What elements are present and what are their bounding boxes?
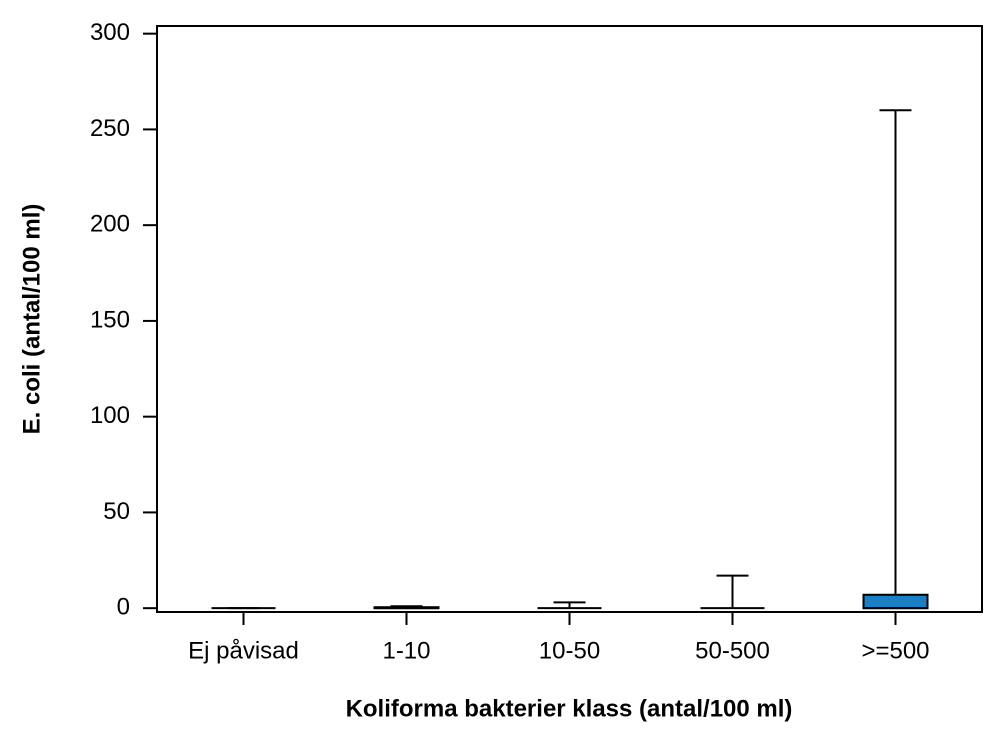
plot-frame	[156, 25, 983, 613]
y-axis-title: E. coli (antal/100 ml)	[18, 204, 45, 435]
x-tick-label: Ej påvisad	[188, 637, 299, 664]
y-tick-label: 200	[90, 211, 130, 238]
x-tick-label: >=500	[861, 637, 929, 664]
x-axis-title: Koliforma bakterier klass (antal/100 ml)	[346, 695, 793, 722]
y-tick-label: 100	[90, 402, 130, 429]
y-tick-label: 0	[117, 594, 130, 621]
x-tick-label: 50-500	[695, 637, 770, 664]
y-tick-label: 300	[90, 19, 130, 46]
x-tick-label: 10-50	[539, 637, 600, 664]
box	[862, 593, 929, 610]
y-tick-label: 50	[103, 498, 130, 525]
y-tick-label: 150	[90, 306, 130, 333]
x-tick-label: 1-10	[382, 637, 430, 664]
y-tick-label: 250	[90, 115, 130, 142]
